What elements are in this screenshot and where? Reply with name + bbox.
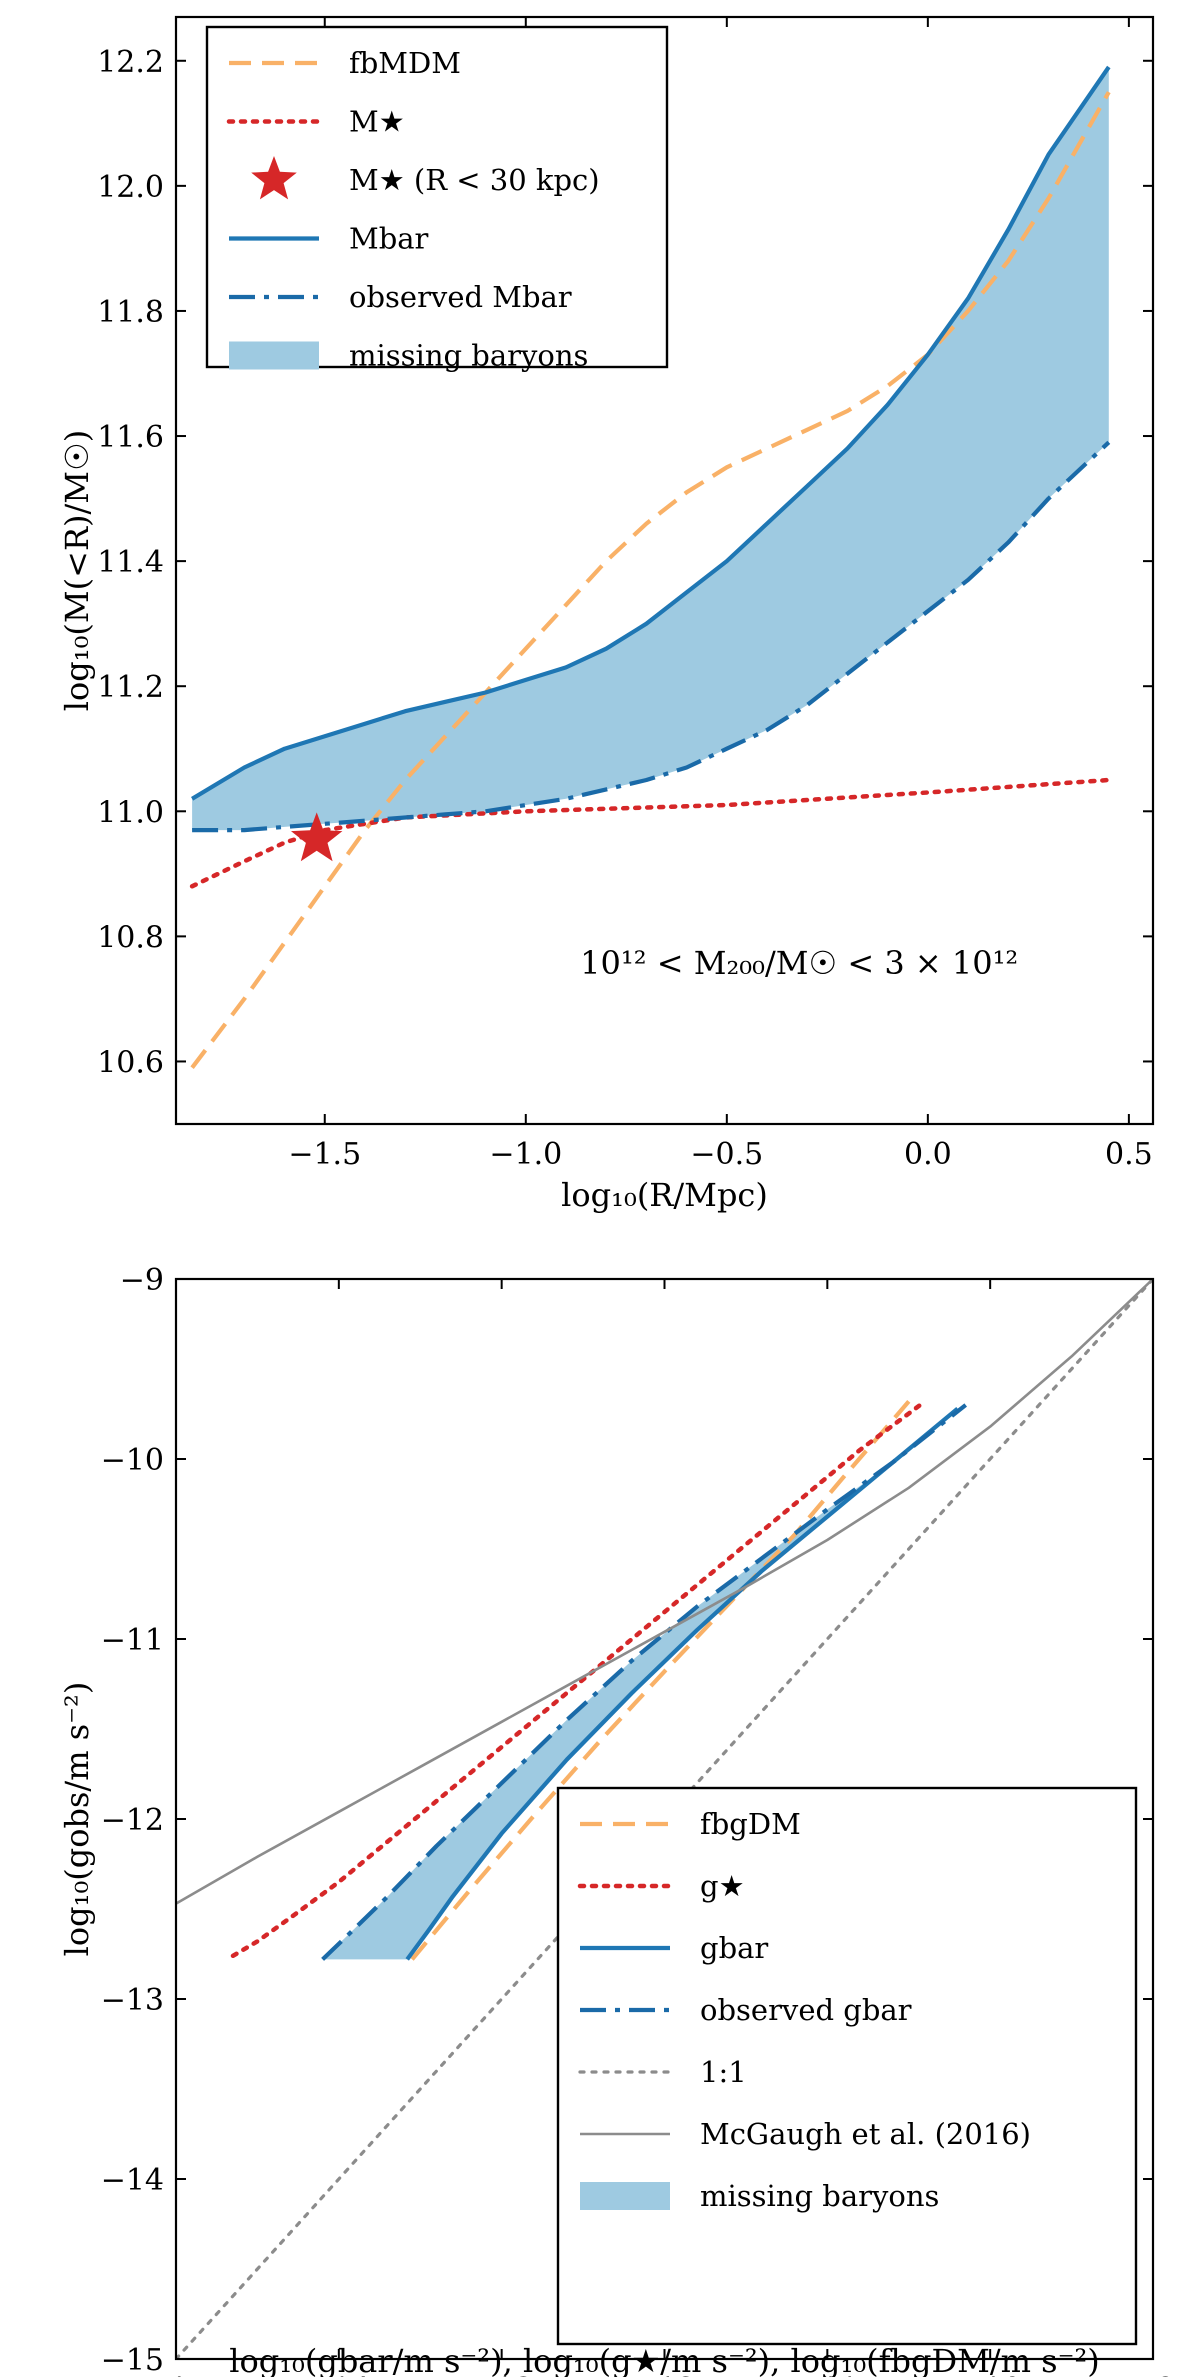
missing-baryons-fill — [192, 67, 1109, 831]
legend-label: missing baryons — [349, 339, 588, 373]
top-series — [189, 65, 1112, 1069]
bottom-legend: fbgDM g★ gbar observed gbar 1:1 McGaugh et al… — [556, 1786, 1138, 2346]
y-tick-label: 11.0 — [97, 795, 164, 830]
legend-label: fbgDM — [700, 1807, 801, 1841]
top-panel: −1.5 −1.0 −0.5 0.0 0.5 10.6 10.8 11.0 11.2 11.4 11… — [58, 15, 1155, 1214]
legend-label: M★ — [349, 105, 405, 139]
legend-label: gbar — [700, 1931, 768, 1965]
legend-label: McGaugh et al. (2016) — [700, 2117, 1031, 2151]
y-tick-label: −14 — [101, 2163, 164, 2198]
y-tick-label: 11.2 — [97, 670, 164, 705]
series-1-1-line — [176, 1279, 1153, 2359]
x-tick-label: −1.5 — [288, 1137, 361, 1172]
x-tick-label: −9 — [1131, 2372, 1175, 2377]
y-tick-label: −10 — [101, 1443, 164, 1478]
top-y-axis-label: log₁₀(M(<R)/M☉) — [58, 430, 96, 711]
legend-box — [556, 1786, 1138, 2346]
y-tick-label: −9 — [120, 1263, 164, 1298]
series-g-star-line — [230, 1399, 928, 1959]
legend-box — [205, 25, 669, 369]
legend-star-marker — [251, 156, 297, 200]
top-ticks: −1.5 −1.0 −0.5 0.0 0.5 10.6 10.8 11.0 11.2 11.4 11… — [97, 17, 1153, 1172]
series-m-bar-line — [191, 65, 1111, 801]
y-tick-label: 11.4 — [97, 545, 164, 580]
legend-label: missing baryons — [700, 2179, 939, 2213]
series-observed-g-bar-line — [321, 1403, 967, 1961]
y-tick-label: −11 — [101, 1623, 164, 1658]
legend-label: fbMDM — [349, 46, 461, 80]
bottom-x-axis-label: log₁₀(gbar/m s⁻²), log₁₀(g★/m s⁻²), log₁… — [229, 2342, 1100, 2377]
y-tick-label: 12.0 — [97, 170, 164, 205]
x-tick-label: 0.0 — [904, 1137, 952, 1172]
legend-label: observed Mbar — [349, 280, 572, 314]
series-m-star-line — [189, 777, 1112, 889]
series-observed-m-bar-line — [192, 440, 1111, 833]
x-tick-label: −1.0 — [489, 1137, 562, 1172]
y-tick-label: 10.8 — [97, 920, 164, 955]
bottom-ticks: −15 −14 −13 −12 −11 −10 −9 −15 −14 −13 −12 −11 −10 −9 — [101, 1263, 1175, 2377]
x-tick-label: 0.5 — [1105, 1137, 1153, 1172]
missing-baryons-fill — [322, 1405, 966, 1960]
missing-baryons-area — [192, 67, 1109, 831]
series-g-bar-line — [405, 1406, 959, 1961]
star-marker-m-star-30kpc — [291, 812, 343, 862]
y-tick-label: −13 — [101, 1983, 164, 2018]
y-tick-label: −12 — [101, 1803, 164, 1838]
series-f-b-m-dm-line — [190, 91, 1111, 1069]
legend-handle — [229, 341, 319, 370]
legend-label: M★ (R < 30 kpc) — [349, 163, 600, 197]
bottom-y-axis-label: log₁₀(gobs/m s⁻²) — [58, 1682, 96, 1957]
x-tick-label: −10 — [959, 2372, 1022, 2377]
missing-baryons-area — [322, 1405, 966, 1960]
series-f-b-g-dm-line — [410, 1400, 911, 1961]
bottom-series — [176, 1279, 1153, 2359]
legend-label: observed gbar — [700, 1993, 912, 2027]
y-tick-label: 12.2 — [97, 45, 164, 80]
top-points — [291, 812, 343, 862]
y-tick-label: 11.8 — [97, 295, 164, 330]
top-axes-frame — [174, 15, 1155, 1126]
legend-label: g★ — [700, 1869, 745, 1903]
y-tick-label: −15 — [101, 2343, 164, 2377]
x-tick-label: −0.5 — [690, 1137, 763, 1172]
series-mcgaugh-et-al-2016--line — [176, 1279, 1153, 1905]
x-tick-label: −12 — [633, 2372, 696, 2377]
legend-label: Mbar — [349, 222, 429, 256]
x-tick-label: −13 — [470, 2372, 533, 2377]
top-legend: fbMDM M★ M★ (R < 30 kpc) Mbar observed Mbar m… — [205, 25, 669, 373]
x-tick-label: −15 — [144, 2372, 207, 2377]
mass-range-annotation: 10¹² < M₂₀₀/M☉ < 3 × 10¹² — [580, 944, 1018, 982]
y-tick-label: 11.6 — [97, 420, 164, 455]
y-tick-label: 10.6 — [97, 1045, 164, 1080]
bottom-panel: −15 −14 −13 −12 −11 −10 −9 −15 −14 −13 −12 −11 −10 −9… — [58, 1263, 1175, 2377]
legend-label: 1:1 — [700, 2055, 747, 2089]
legend-handle — [580, 2182, 670, 2210]
x-tick-label: −11 — [796, 2372, 859, 2377]
x-tick-label: −14 — [307, 2372, 370, 2377]
top-x-axis-label: log₁₀(R/Mpc) — [561, 1176, 768, 1214]
